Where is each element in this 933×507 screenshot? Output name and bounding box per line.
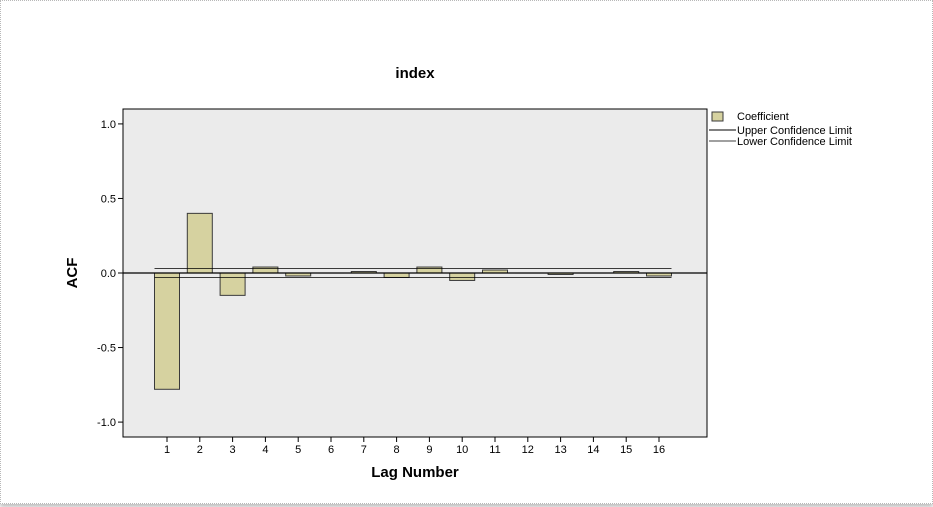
y-axis-title: ACF [64, 258, 81, 289]
x-tick-label: 4 [262, 444, 268, 456]
y-tick-label: 1.0 [101, 119, 116, 131]
legend-label-coefficient: Coefficient [737, 111, 789, 123]
bar-lag-3 [220, 273, 245, 295]
x-axis-title: Lag Number [371, 464, 459, 481]
y-axis: 1.0 0.5 0.0 -0.5 -1.0 [97, 119, 123, 429]
x-tick-label: 2 [197, 444, 203, 456]
y-tick-label: -0.5 [97, 343, 116, 355]
bar-lag-10 [450, 273, 475, 280]
x-tick-label: 8 [394, 444, 400, 456]
y-tick-label: 0.5 [101, 193, 116, 205]
x-tick-label: 10 [456, 444, 468, 456]
y-tick-label: 0.0 [101, 268, 116, 280]
bar-lag-4 [253, 267, 278, 273]
bar-lag-1 [155, 273, 180, 389]
bar-lag-2 [187, 213, 212, 273]
x-tick-label: 14 [587, 444, 599, 456]
x-tick-label: 7 [361, 444, 367, 456]
x-tick-label: 1 [164, 444, 170, 456]
legend-swatch-coefficient [712, 112, 723, 121]
x-tick-label: 5 [295, 444, 301, 456]
x-tick-label: 12 [522, 444, 534, 456]
x-tick-label: 3 [230, 444, 236, 456]
bar-lag-8 [384, 273, 409, 277]
x-tick-label: 11 [489, 444, 500, 456]
chart-title: index [395, 65, 435, 82]
bar-lag-9 [417, 267, 442, 273]
x-tick-label: 15 [620, 444, 632, 456]
x-tick-label: 6 [328, 444, 334, 456]
y-tick-label: -1.0 [97, 417, 116, 429]
legend: Coefficient Upper Confidence Limit Lower… [709, 111, 852, 148]
x-tick-label: 16 [653, 444, 665, 456]
legend-label-lower: Lower Confidence Limit [737, 136, 852, 148]
x-tick-label: 13 [554, 444, 566, 456]
x-tick-label: 9 [426, 444, 432, 456]
